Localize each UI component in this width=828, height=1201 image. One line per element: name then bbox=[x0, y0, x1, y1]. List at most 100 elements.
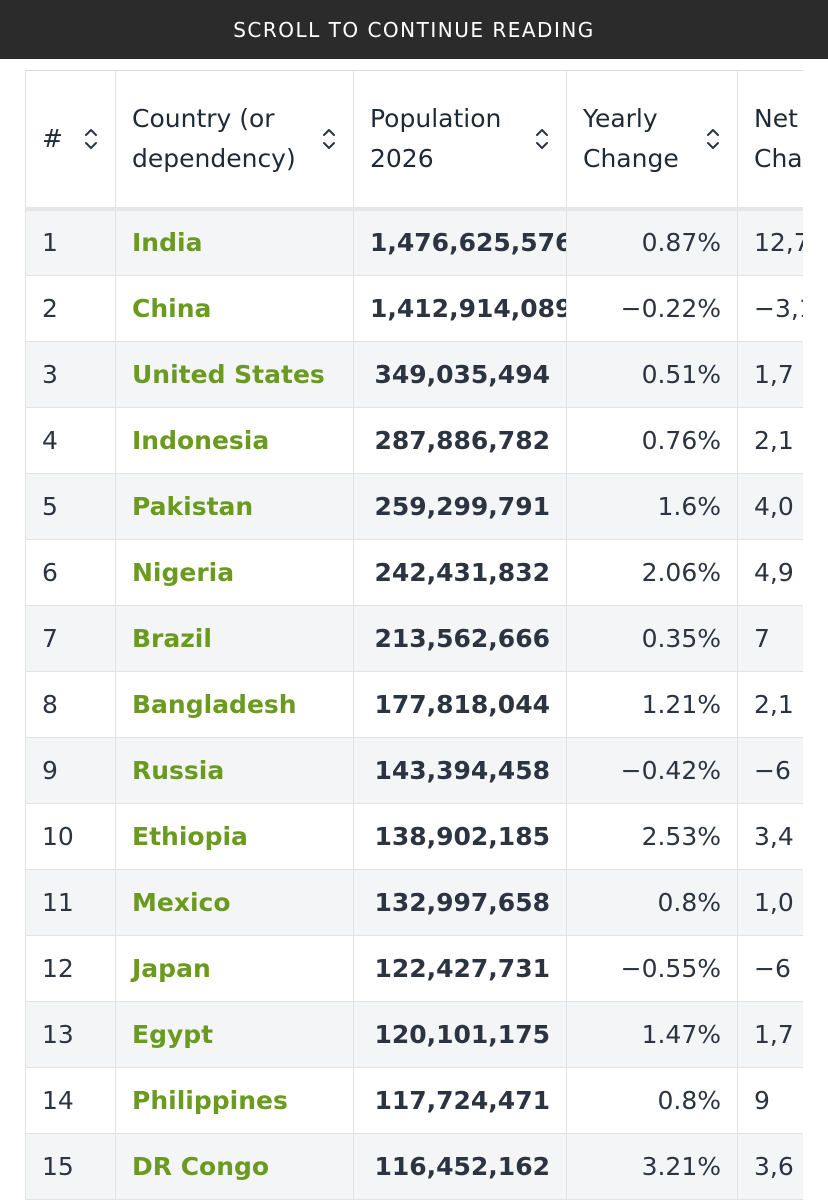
country-link[interactable]: DR Congo bbox=[132, 1151, 270, 1181]
cell-population: 177,818,044 bbox=[353, 671, 567, 738]
table-row: 11 Mexico 132,997,658 0.8% 1,0 bbox=[25, 869, 803, 936]
cell-net-change: 3,6 bbox=[737, 1133, 803, 1200]
cell-yearly-change: 1.6% bbox=[566, 473, 738, 540]
country-link[interactable]: Brazil bbox=[132, 623, 212, 653]
cell-rank: 1 bbox=[25, 209, 116, 276]
sort-arrows-icon bbox=[323, 129, 335, 149]
cell-population: 287,886,782 bbox=[353, 407, 567, 474]
header-net-change[interactable]: Net Cha bbox=[737, 71, 803, 211]
country-link[interactable]: Russia bbox=[132, 755, 225, 785]
table-header-row: # Country (or dependency) Population 2026 bbox=[25, 71, 803, 211]
cell-population: 120,101,175 bbox=[353, 1001, 567, 1068]
cell-net-change: 1,0 bbox=[737, 869, 803, 936]
cell-rank: 8 bbox=[25, 671, 116, 738]
country-link[interactable]: Mexico bbox=[132, 887, 231, 917]
country-link[interactable]: Bangladesh bbox=[132, 689, 297, 719]
cell-population: 132,997,658 bbox=[353, 869, 567, 936]
header-population-label: Population 2026 bbox=[370, 104, 502, 173]
cell-rank: 11 bbox=[25, 869, 116, 936]
cell-rank: 14 bbox=[25, 1067, 116, 1134]
cell-net-change: 1,7 bbox=[737, 341, 803, 408]
population-table-container[interactable]: # Country (or dependency) Population 2026 bbox=[25, 70, 803, 1201]
table-row: 3 United States 349,035,494 0.51% 1,7 bbox=[25, 341, 803, 408]
banner-text: SCROLL TO CONTINUE READING bbox=[233, 17, 595, 42]
cell-yearly-change: 0.35% bbox=[566, 605, 738, 672]
header-country[interactable]: Country (or dependency) bbox=[115, 71, 354, 211]
cell-rank: 9 bbox=[25, 737, 116, 804]
population-table: # Country (or dependency) Population 2026 bbox=[25, 71, 803, 1200]
cell-yearly-change: −0.22% bbox=[566, 275, 738, 342]
cell-net-change: 4,9 bbox=[737, 539, 803, 606]
cell-yearly-change: 2.53% bbox=[566, 803, 738, 870]
cell-rank: 7 bbox=[25, 605, 116, 672]
cell-yearly-change: 0.51% bbox=[566, 341, 738, 408]
cell-net-change: 7 bbox=[737, 605, 803, 672]
cell-population: 259,299,791 bbox=[353, 473, 567, 540]
header-yearly-change[interactable]: Yearly Change bbox=[566, 71, 738, 211]
country-link[interactable]: Japan bbox=[132, 953, 211, 983]
cell-rank: 12 bbox=[25, 935, 116, 1002]
cell-country: Bangladesh bbox=[115, 671, 354, 738]
cell-country: Philippines bbox=[115, 1067, 354, 1134]
cell-rank: 15 bbox=[25, 1133, 116, 1200]
cell-population: 117,724,471 bbox=[353, 1067, 567, 1134]
cell-yearly-change: 2.06% bbox=[566, 539, 738, 606]
cell-population: 143,394,458 bbox=[353, 737, 567, 804]
cell-rank: 3 bbox=[25, 341, 116, 408]
header-country-label: Country (or dependency) bbox=[132, 104, 296, 173]
cell-yearly-change: 1.21% bbox=[566, 671, 738, 738]
cell-rank: 5 bbox=[25, 473, 116, 540]
header-yearly-change-label: Yearly Change bbox=[583, 104, 679, 173]
cell-yearly-change: 0.8% bbox=[566, 869, 738, 936]
cell-country: China bbox=[115, 275, 354, 342]
country-link[interactable]: Nigeria bbox=[132, 557, 235, 587]
cell-rank: 6 bbox=[25, 539, 116, 606]
cell-country: India bbox=[115, 209, 354, 276]
country-link[interactable]: Egypt bbox=[132, 1019, 214, 1049]
table-row: 14 Philippines 117,724,471 0.8% 9 bbox=[25, 1067, 803, 1134]
country-link[interactable]: China bbox=[132, 293, 212, 323]
cell-net-change: −6 bbox=[737, 935, 803, 1002]
country-link[interactable]: United States bbox=[132, 359, 325, 389]
sort-arrows-icon bbox=[536, 129, 548, 149]
cell-country: Pakistan bbox=[115, 473, 354, 540]
country-link[interactable]: Philippines bbox=[132, 1085, 288, 1115]
table-row: 12 Japan 122,427,731 −0.55% −6 bbox=[25, 935, 803, 1002]
country-link[interactable]: Indonesia bbox=[132, 425, 270, 455]
cell-country: Russia bbox=[115, 737, 354, 804]
cell-country: Egypt bbox=[115, 1001, 354, 1068]
country-link[interactable]: Ethiopia bbox=[132, 821, 248, 851]
cell-yearly-change: 0.76% bbox=[566, 407, 738, 474]
country-link[interactable]: India bbox=[132, 228, 203, 258]
cell-population: 116,452,162 bbox=[353, 1133, 567, 1200]
header-rank[interactable]: # bbox=[25, 71, 116, 211]
cell-country: DR Congo bbox=[115, 1133, 354, 1200]
sort-arrows-icon bbox=[85, 129, 97, 149]
cell-population: 138,902,185 bbox=[353, 803, 567, 870]
table-row: 5 Pakistan 259,299,791 1.6% 4,0 bbox=[25, 473, 803, 540]
table-row: 4 Indonesia 287,886,782 0.76% 2,1 bbox=[25, 407, 803, 474]
cell-country: Mexico bbox=[115, 869, 354, 936]
cell-population: 122,427,731 bbox=[353, 935, 567, 1002]
cell-net-change: 2,1 bbox=[737, 671, 803, 738]
cell-net-change: −6 bbox=[737, 737, 803, 804]
cell-population: 349,035,494 bbox=[353, 341, 567, 408]
cell-net-change: 9 bbox=[737, 1067, 803, 1134]
table-row: 9 Russia 143,394,458 −0.42% −6 bbox=[25, 737, 803, 804]
cell-yearly-change: −0.42% bbox=[566, 737, 738, 804]
cell-yearly-change: 0.87% bbox=[566, 209, 738, 276]
cell-country: Brazil bbox=[115, 605, 354, 672]
table-row: 2 China 1,412,914,089−0.22%−3,1 bbox=[25, 275, 803, 342]
cell-country: Japan bbox=[115, 935, 354, 1002]
scroll-to-continue-banner[interactable]: SCROLL TO CONTINUE READING bbox=[0, 0, 828, 59]
cell-net-change: 2,1 bbox=[737, 407, 803, 474]
cell-net-change: 1,7 bbox=[737, 1001, 803, 1068]
cell-population: 242,431,832 bbox=[353, 539, 567, 606]
header-population[interactable]: Population 2026 bbox=[353, 71, 567, 211]
table-row: 15 DR Congo 116,452,162 3.21% 3,6 bbox=[25, 1133, 803, 1200]
cell-net-change: 4,0 bbox=[737, 473, 803, 540]
cell-rank: 10 bbox=[25, 803, 116, 870]
country-link[interactable]: Pakistan bbox=[132, 491, 254, 521]
